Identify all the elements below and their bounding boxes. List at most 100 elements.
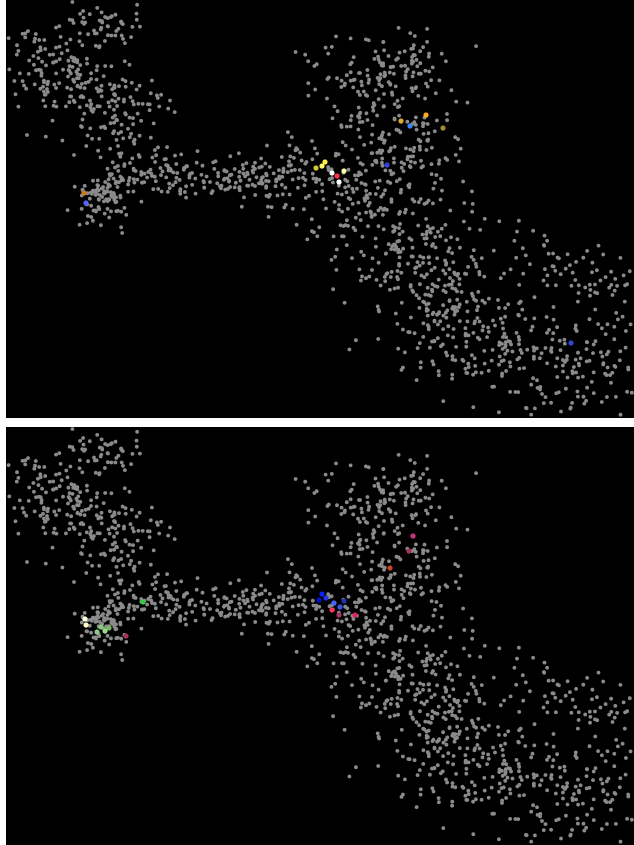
top-point	[458, 146, 463, 151]
bottom-point	[508, 694, 513, 699]
top-point	[576, 350, 580, 355]
top-point	[381, 40, 386, 44]
bottom-point	[310, 584, 315, 589]
bottom-point	[151, 548, 156, 553]
bottom-point	[102, 638, 107, 643]
bottom-point	[148, 518, 153, 523]
top-point	[542, 243, 546, 247]
top-point	[343, 143, 348, 148]
top-point	[364, 276, 368, 281]
bottom-point	[67, 491, 72, 496]
top-point	[425, 313, 430, 318]
bottom-point	[39, 498, 44, 502]
top-point	[426, 327, 431, 332]
bottom-point	[103, 538, 107, 542]
bottom-point	[399, 592, 404, 597]
bottom-point	[417, 768, 422, 772]
bottom-point	[437, 585, 442, 590]
top-point	[387, 149, 391, 154]
top-point	[306, 81, 311, 85]
top-point	[382, 138, 387, 143]
top-point	[409, 86, 414, 90]
top-point	[167, 181, 172, 186]
bottom-point	[531, 772, 536, 777]
bottom-point	[337, 630, 341, 634]
top-point	[491, 248, 496, 253]
bottom-point	[67, 527, 72, 532]
top-point	[449, 282, 454, 287]
bottom-point	[25, 560, 29, 564]
bottom-point	[476, 717, 481, 721]
bottom-point	[421, 548, 425, 552]
top-point	[132, 141, 137, 146]
top-point	[447, 246, 452, 251]
top-point	[473, 261, 478, 266]
top-point	[311, 176, 316, 181]
bottom-point	[294, 649, 299, 654]
top-point	[165, 190, 170, 194]
top-point	[119, 122, 124, 127]
top-point	[593, 290, 597, 295]
top-point	[622, 299, 627, 304]
top-point	[411, 290, 416, 294]
bottom-point	[43, 531, 48, 536]
bottom-point	[457, 704, 462, 708]
top-point	[23, 35, 28, 40]
bottom-point	[466, 788, 471, 793]
bottom-point	[394, 554, 399, 559]
top-point	[155, 96, 160, 100]
top-point	[457, 159, 461, 164]
top-point	[310, 229, 314, 234]
bottom-point	[167, 613, 172, 617]
bottom-point	[618, 776, 623, 781]
bottom-point	[470, 636, 474, 641]
top-point	[614, 311, 619, 315]
top-point	[576, 394, 580, 399]
top-point	[398, 190, 403, 195]
bottom-point	[545, 665, 549, 670]
top-point	[397, 226, 401, 231]
bottom-point	[7, 494, 12, 499]
bottom-point	[135, 604, 140, 609]
top-point	[629, 390, 634, 395]
bottom-point	[116, 558, 121, 563]
bottom-point	[433, 518, 438, 523]
top-point	[496, 298, 500, 302]
bottom-point	[500, 801, 504, 805]
bottom-point	[543, 694, 547, 698]
bottom-point	[314, 603, 319, 608]
top-point	[441, 288, 446, 293]
top-point	[134, 11, 139, 16]
bottom-point	[66, 501, 70, 506]
bottom-point	[370, 590, 375, 594]
top-point	[131, 102, 136, 107]
top-point	[120, 176, 124, 181]
top-point	[43, 104, 48, 109]
bottom-point	[93, 458, 97, 463]
top-point	[429, 172, 434, 177]
top-point	[78, 95, 83, 99]
top-point	[126, 189, 130, 194]
bottom-point	[410, 516, 415, 521]
bottom-point	[321, 624, 326, 629]
top-point	[424, 148, 429, 152]
bottom-point	[130, 583, 135, 588]
bottom-point	[564, 784, 569, 789]
bottom-point	[54, 498, 58, 503]
bottom-point	[279, 582, 284, 586]
bottom-point	[370, 695, 374, 699]
top-point	[344, 243, 349, 248]
bottom-point	[134, 514, 139, 519]
bottom-point	[450, 803, 454, 808]
bottom-point	[439, 478, 444, 483]
bottom-point	[498, 743, 503, 748]
top-point	[39, 71, 44, 75]
top-point	[450, 354, 455, 358]
bottom-point	[500, 748, 505, 752]
top-point	[139, 118, 144, 123]
top-point	[430, 312, 435, 316]
top-point	[612, 337, 617, 342]
top-point	[455, 289, 459, 294]
top-point	[376, 54, 380, 59]
bottom-point	[545, 758, 549, 762]
